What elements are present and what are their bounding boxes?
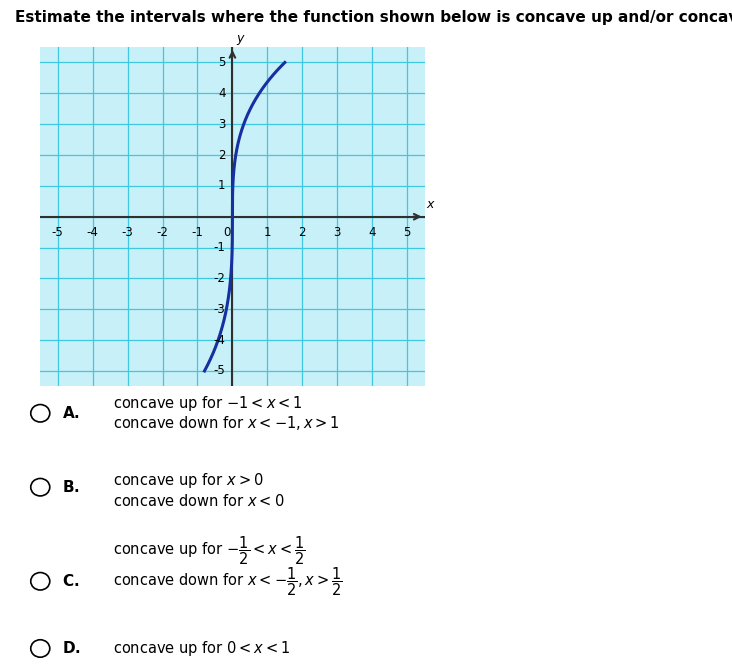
Text: concave down for $x < 0$: concave down for $x < 0$ <box>113 493 285 509</box>
Text: concave down for $x < -\dfrac{1}{2}, x > \dfrac{1}{2}$: concave down for $x < -\dfrac{1}{2}, x >… <box>113 565 343 597</box>
Text: -2: -2 <box>214 272 225 285</box>
Text: concave up for $-1 < x < 1$: concave up for $-1 < x < 1$ <box>113 394 303 413</box>
Text: 4: 4 <box>368 226 376 239</box>
Text: -3: -3 <box>214 303 225 316</box>
Text: y: y <box>236 32 244 46</box>
Text: concave up for $x > 0$: concave up for $x > 0$ <box>113 471 264 490</box>
Text: 5: 5 <box>218 56 225 69</box>
Text: -3: -3 <box>122 226 133 239</box>
Text: 3: 3 <box>334 226 341 239</box>
Text: -1: -1 <box>192 226 203 239</box>
Text: 5: 5 <box>403 226 411 239</box>
Text: -4: -4 <box>86 226 99 239</box>
Text: concave down for $x < -1, x > 1$: concave down for $x < -1, x > 1$ <box>113 415 340 432</box>
Text: $\bf{B.}$: $\bf{B.}$ <box>62 479 80 495</box>
Text: $\bf{D.}$: $\bf{D.}$ <box>62 640 81 657</box>
Text: 2: 2 <box>218 149 225 161</box>
Text: -5: -5 <box>214 364 225 378</box>
Text: -1: -1 <box>214 241 225 254</box>
Text: concave up for $-\dfrac{1}{2} < x < \dfrac{1}{2}$: concave up for $-\dfrac{1}{2} < x < \dfr… <box>113 535 306 567</box>
Text: 1: 1 <box>218 179 225 192</box>
Text: 4: 4 <box>218 87 225 100</box>
Text: $\bf{A.}$: $\bf{A.}$ <box>62 405 80 421</box>
Text: concave up for $0 < x < 1$: concave up for $0 < x < 1$ <box>113 639 291 658</box>
Text: -4: -4 <box>214 333 225 347</box>
Text: 2: 2 <box>299 226 306 239</box>
Text: -2: -2 <box>157 226 168 239</box>
Text: 0: 0 <box>223 226 231 239</box>
Text: 3: 3 <box>218 118 225 130</box>
Text: 1: 1 <box>264 226 271 239</box>
Text: x: x <box>426 198 433 210</box>
Text: Estimate the intervals where the function shown below is concave up and/or conca: Estimate the intervals where the functio… <box>15 10 732 25</box>
Text: $\bf{C.}$: $\bf{C.}$ <box>62 573 80 589</box>
Text: -5: -5 <box>52 226 64 239</box>
